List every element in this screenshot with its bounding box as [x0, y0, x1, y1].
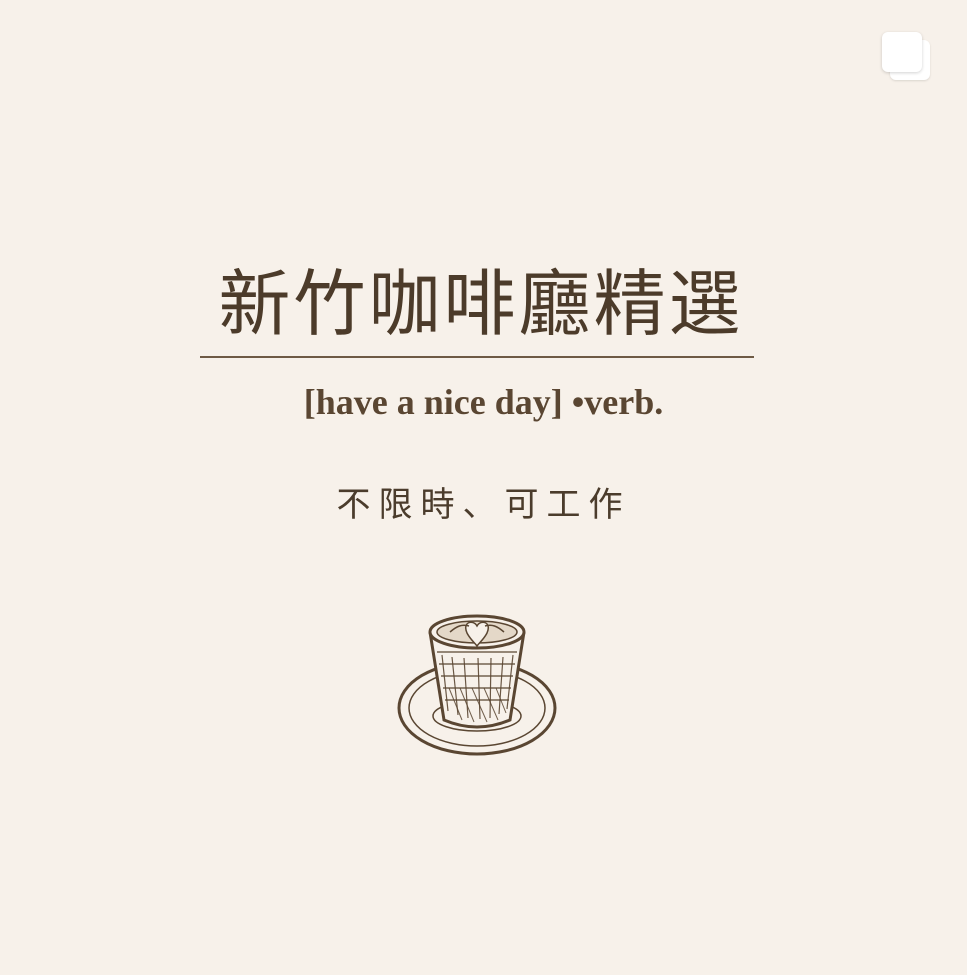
multiple-images-icon-front: [882, 32, 922, 72]
page-title: 新竹咖啡廳精選: [218, 262, 744, 346]
definition-label: [have a nice day] •verb.: [303, 382, 664, 422]
coffee-cup-icon: [392, 608, 562, 763]
tagline: 不限時、可工作: [336, 485, 631, 525]
title-divider: [200, 356, 754, 358]
multiple-images-icon: [882, 32, 934, 82]
